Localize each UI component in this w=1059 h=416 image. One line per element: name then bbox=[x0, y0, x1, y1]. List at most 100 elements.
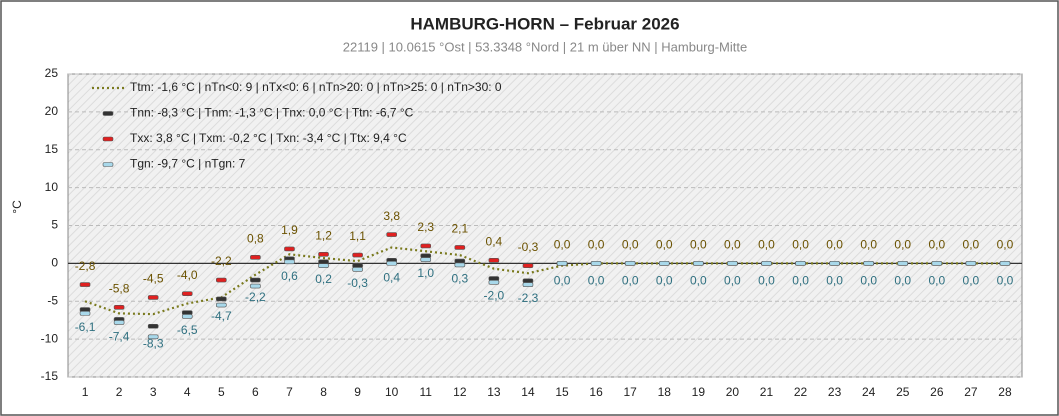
data-label: 0,0 bbox=[963, 238, 980, 252]
marker bbox=[147, 334, 159, 340]
x-tick-label: 7 bbox=[286, 385, 293, 399]
marker bbox=[147, 295, 159, 300]
data-label: -2,3 bbox=[518, 291, 539, 305]
x-tick-label: 9 bbox=[354, 385, 361, 399]
y-axis-label: °C bbox=[10, 200, 24, 214]
x-tick-label: 20 bbox=[726, 385, 740, 399]
x-tick-label: 15 bbox=[555, 385, 569, 399]
marker bbox=[488, 276, 500, 281]
data-label: -7,4 bbox=[109, 330, 130, 344]
legend-entry: Txx: 3,8 °C | Txm: -0,2 °C | Txn: -3,4 °… bbox=[130, 131, 407, 145]
data-label: 0,0 bbox=[997, 238, 1014, 252]
marker bbox=[488, 258, 500, 263]
marker bbox=[181, 291, 193, 296]
x-tick-label: 21 bbox=[760, 385, 774, 399]
data-label: 0,0 bbox=[588, 274, 605, 288]
data-label: 0,0 bbox=[894, 238, 911, 252]
x-tick-label: 12 bbox=[453, 385, 467, 399]
x-tick-label: 6 bbox=[252, 385, 259, 399]
x-tick-label: 2 bbox=[116, 385, 123, 399]
marker bbox=[420, 253, 432, 259]
data-label: 0,0 bbox=[656, 238, 673, 252]
marker bbox=[352, 263, 363, 268]
marker bbox=[216, 302, 227, 308]
y-tick-label: -10 bbox=[41, 331, 59, 345]
marker bbox=[284, 246, 295, 252]
x-tick-label: 26 bbox=[930, 385, 944, 399]
marker bbox=[999, 261, 1011, 266]
chart-subtitle: 22119 | 10.0615 °Ost | 53.3348 °Nord | 2… bbox=[343, 39, 747, 54]
data-label: 0,0 bbox=[656, 274, 673, 288]
data-label: 0,8 bbox=[247, 231, 264, 245]
data-label: 0,0 bbox=[963, 274, 980, 288]
data-label: 1,1 bbox=[349, 229, 366, 243]
x-tick-label: 10 bbox=[385, 385, 399, 399]
marker bbox=[829, 261, 840, 266]
data-label: 0,0 bbox=[826, 274, 843, 288]
x-tick-label: 19 bbox=[692, 385, 706, 399]
x-tick-label: 28 bbox=[998, 385, 1012, 399]
data-label: 0,0 bbox=[690, 238, 707, 252]
marker bbox=[250, 277, 261, 283]
marker bbox=[216, 277, 227, 283]
marker bbox=[420, 243, 432, 249]
data-label: 2,3 bbox=[417, 220, 434, 234]
x-tick-label: 17 bbox=[623, 385, 637, 399]
data-label: 0,2 bbox=[315, 272, 332, 286]
marker bbox=[522, 278, 534, 284]
y-tick-label: 25 bbox=[45, 66, 59, 80]
marker bbox=[556, 261, 568, 266]
marker bbox=[318, 259, 329, 265]
data-label: 0,6 bbox=[281, 269, 298, 283]
x-tick-label: 24 bbox=[862, 385, 876, 399]
marker bbox=[522, 282, 534, 287]
data-label: 0,0 bbox=[554, 238, 571, 252]
data-label: 0,0 bbox=[997, 274, 1014, 288]
marker bbox=[590, 261, 602, 266]
x-tick-label: 14 bbox=[521, 385, 535, 399]
legend-swatch bbox=[102, 162, 114, 167]
marker bbox=[761, 261, 772, 266]
x-tick-label: 25 bbox=[896, 385, 910, 399]
data-label: 0,0 bbox=[860, 238, 877, 252]
data-label: -5,8 bbox=[109, 281, 130, 295]
marker bbox=[863, 261, 874, 266]
marker bbox=[79, 307, 91, 312]
x-tick-label: 16 bbox=[589, 385, 603, 399]
data-label: 0,0 bbox=[792, 274, 809, 288]
marker bbox=[284, 259, 295, 265]
x-tick-label: 27 bbox=[964, 385, 978, 399]
data-label: 0,0 bbox=[622, 238, 639, 252]
marker bbox=[113, 305, 125, 310]
y-tick-label: 20 bbox=[45, 104, 59, 118]
marker bbox=[386, 261, 397, 266]
data-label: -2,2 bbox=[211, 254, 232, 268]
data-label: 0,0 bbox=[690, 274, 707, 288]
data-label: 0,0 bbox=[588, 238, 605, 252]
marker bbox=[181, 310, 193, 315]
marker bbox=[216, 296, 227, 302]
y-tick-label: 5 bbox=[51, 218, 58, 232]
marker bbox=[352, 252, 363, 258]
data-label: 1,2 bbox=[315, 228, 332, 242]
legend-swatch bbox=[102, 136, 114, 142]
marker bbox=[181, 314, 193, 319]
x-tick-label: 4 bbox=[184, 385, 191, 399]
marker bbox=[522, 263, 534, 268]
data-label: -4,7 bbox=[211, 309, 232, 323]
marker bbox=[454, 262, 466, 268]
x-tick-label: 18 bbox=[658, 385, 672, 399]
data-label: -8,3 bbox=[143, 336, 164, 350]
data-label: 0,3 bbox=[451, 271, 468, 285]
marker bbox=[318, 263, 329, 268]
x-tick-label: 5 bbox=[218, 385, 225, 399]
marker bbox=[250, 283, 261, 289]
marker bbox=[795, 261, 806, 266]
marker bbox=[147, 323, 159, 329]
data-label: -2,8 bbox=[75, 259, 96, 273]
data-label: -4,0 bbox=[177, 268, 198, 282]
data-label: 0,0 bbox=[724, 274, 741, 288]
x-tick-label: 1 bbox=[82, 385, 89, 399]
x-tick-label: 3 bbox=[150, 385, 157, 399]
x-tick-label: 23 bbox=[828, 385, 842, 399]
